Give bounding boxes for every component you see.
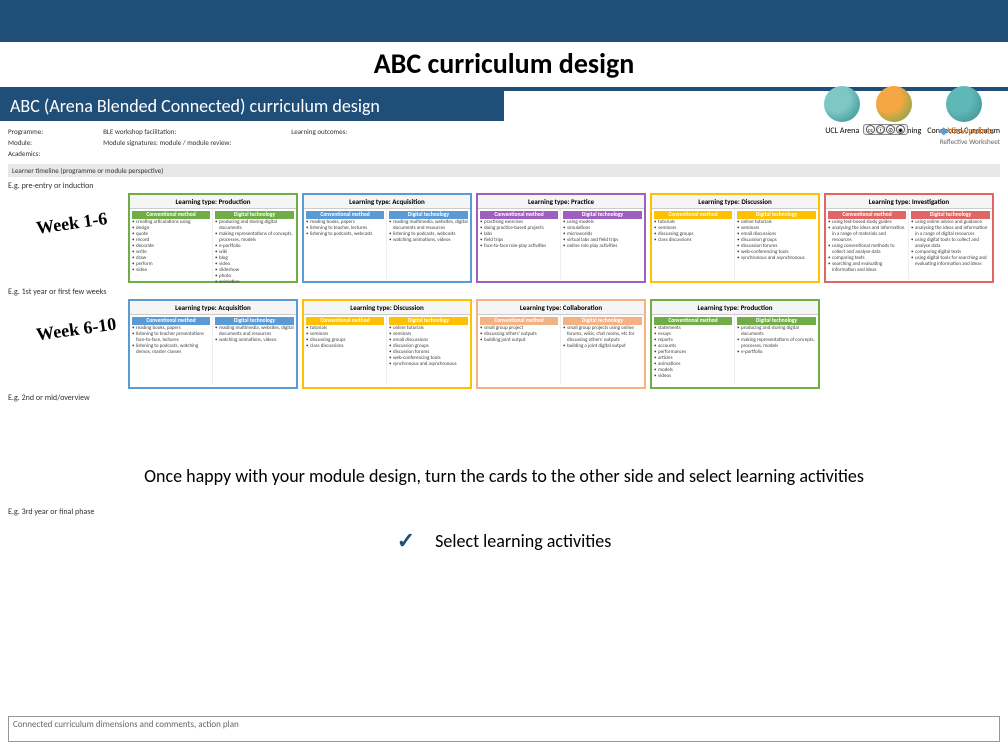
page-title: ABC curriculum design xyxy=(0,42,1008,91)
sub-header: ABC (Arena Blended Connected) curriculum… xyxy=(0,91,504,121)
meta-outcomes: Learning outcomes: xyxy=(291,127,347,136)
row1-label: E.g. pre-entry or induction xyxy=(8,181,1000,191)
meta-signature: Module signatures: module / module revie… xyxy=(103,138,231,147)
row3-label: E.g. 2nd or mid/overview xyxy=(8,393,1000,403)
week2-badge: Week 6-10 xyxy=(35,314,118,346)
card-investigation: Learning type: InvestigationConventional… xyxy=(824,193,994,283)
select-row: ✓ Select learning activities xyxy=(8,527,1000,554)
row4-label: E.g. 3rd year or final phase xyxy=(8,507,1000,517)
card-collaboration: Learning type: CollaborationConventional… xyxy=(476,299,646,389)
worksheet: Programme: Module: Academics: BLE worksh… xyxy=(0,121,1008,558)
meta-ble: BLE workshop facilitation: xyxy=(103,127,231,136)
card-production: Learning type: ProductionConventional me… xyxy=(128,193,298,283)
card-discussion: Learning type: DiscussionConventional me… xyxy=(302,299,472,389)
footer-box: Connected curriculum dimensions and comm… xyxy=(8,716,1000,742)
card-practice: Learning type: PracticeConventional meth… xyxy=(476,193,646,283)
meta-academics: Academics: xyxy=(8,149,43,158)
card-acquisition: Learning type: AcquisitionConventional m… xyxy=(302,193,472,283)
card-production: Learning type: ProductionConventional me… xyxy=(650,299,820,389)
cards-row-2: Learning type: AcquisitionConventional m… xyxy=(128,299,1000,389)
check-icon: ✓ xyxy=(397,527,415,554)
week1-badge: Week 1-6 xyxy=(35,208,109,239)
select-label: Select learning activities xyxy=(435,530,611,552)
card-acquisition: Learning type: AcquisitionConventional m… xyxy=(128,299,298,389)
timeline-label: Learner timeline (programme or module pe… xyxy=(8,164,1000,177)
meta-programme: Programme: xyxy=(8,127,43,136)
card-discussion: Learning type: DiscussionConventional me… xyxy=(650,193,820,283)
meta-module: Module: xyxy=(8,138,43,147)
cards-row-1: Learning type: ProductionConventional me… xyxy=(128,193,1000,283)
instruction-text: Once happy with your module design, turn… xyxy=(28,465,980,487)
row2-label: E.g. 1st year or first few weeks xyxy=(8,287,1000,297)
top-bar xyxy=(0,0,1008,42)
